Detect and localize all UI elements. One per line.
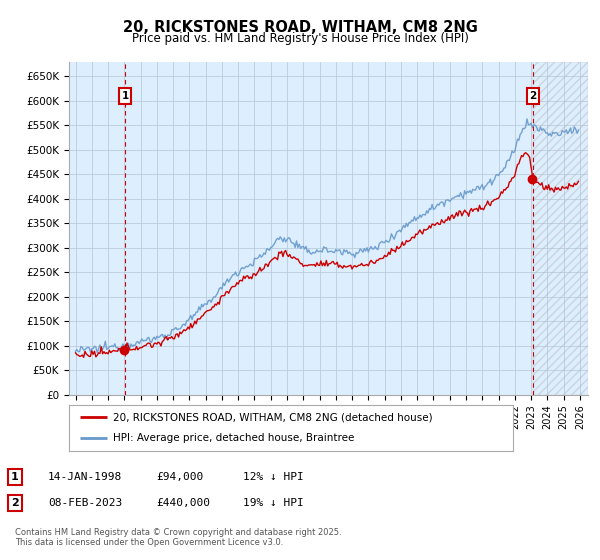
Text: 12% ↓ HPI: 12% ↓ HPI — [243, 472, 304, 482]
Text: 14-JAN-1998: 14-JAN-1998 — [48, 472, 122, 482]
Text: Price paid vs. HM Land Registry's House Price Index (HPI): Price paid vs. HM Land Registry's House … — [131, 32, 469, 45]
Text: 1: 1 — [121, 91, 128, 101]
Text: 19% ↓ HPI: 19% ↓ HPI — [243, 498, 304, 508]
Text: Contains HM Land Registry data © Crown copyright and database right 2025.
This d: Contains HM Land Registry data © Crown c… — [15, 528, 341, 547]
Text: 2: 2 — [529, 91, 536, 101]
Text: 20, RICKSTONES ROAD, WITHAM, CM8 2NG: 20, RICKSTONES ROAD, WITHAM, CM8 2NG — [122, 20, 478, 35]
Text: £94,000: £94,000 — [156, 472, 203, 482]
Text: 2: 2 — [11, 498, 19, 508]
Text: 1: 1 — [11, 472, 19, 482]
Text: £440,000: £440,000 — [156, 498, 210, 508]
Text: HPI: Average price, detached house, Braintree: HPI: Average price, detached house, Brai… — [113, 433, 355, 444]
Text: 08-FEB-2023: 08-FEB-2023 — [48, 498, 122, 508]
Text: 20, RICKSTONES ROAD, WITHAM, CM8 2NG (detached house): 20, RICKSTONES ROAD, WITHAM, CM8 2NG (de… — [113, 412, 433, 422]
